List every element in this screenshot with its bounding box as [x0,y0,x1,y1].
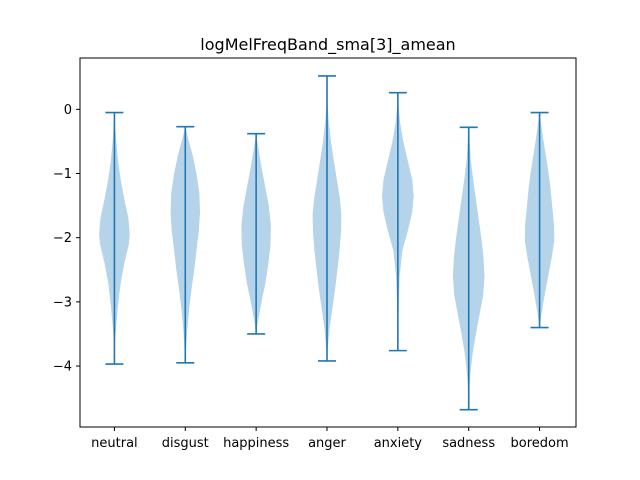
y-tick-label: −4 [53,360,72,375]
y-axis: 0 −1 −2 −3 −4 [53,103,80,375]
x-tick-label-anger: anger [308,436,346,451]
y-tick-label: −2 [53,231,72,246]
chart-title: logMelFreqBand_sma[3]_amean [200,35,455,55]
violin-layer [99,75,555,411]
x-tick-label-disgust: disgust [162,436,209,451]
plot-frame [79,57,577,428]
y-tick-label: 0 [64,103,72,118]
x-tick-label-boredom: boredom [511,436,569,451]
y-tick-label: −3 [53,295,72,310]
x-tick-label-anxiety: anxiety [374,436,423,451]
x-tick-label-sadness: sadness [442,436,495,451]
y-tick-label: −1 [53,167,72,182]
x-tick-label-happiness: happiness [223,436,289,451]
x-axis: neutral disgust happiness anger anxiety sadne… [91,427,569,451]
x-tick-label-neutral: neutral [91,436,138,451]
